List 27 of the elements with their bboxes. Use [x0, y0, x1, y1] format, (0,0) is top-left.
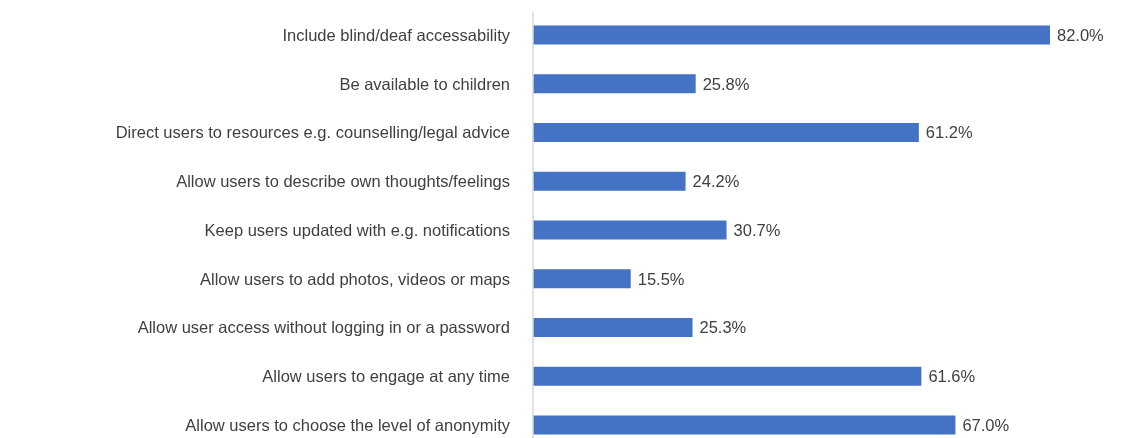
- data-label: 82.0%: [1057, 25, 1105, 44]
- data-label: 30.7%: [733, 220, 781, 239]
- y-tick-label: Allow users to engage at any time: [262, 367, 510, 386]
- y-tick-label: Allow user access without logging in or a password: [137, 318, 510, 337]
- data-label: 15.5%: [637, 269, 685, 288]
- y-tick-label: Keep users updated with e.g. notifications: [204, 220, 510, 239]
- bar: [533, 171, 686, 191]
- data-label: 25.8%: [702, 74, 750, 93]
- bar: [533, 415, 956, 435]
- y-tick-label: Allow users to describe own thoughts/feelings: [176, 172, 510, 191]
- bar: [533, 318, 693, 337]
- y-tick-label: Include blind/deaf accessability: [282, 25, 511, 44]
- data-label: 25.3%: [699, 318, 747, 337]
- bar: [533, 269, 631, 289]
- data-label: 67.0%: [962, 415, 1010, 434]
- data-label: 61.2%: [925, 123, 973, 142]
- y-tick-label: Allow users to add photos, videos or maps: [200, 269, 510, 288]
- y-tick-label: Direct users to resources e.g. counselling/legal advice: [115, 123, 510, 142]
- data-label: 24.2%: [692, 172, 740, 191]
- bar: [533, 366, 922, 386]
- y-tick-label: Allow users to choose the level of anonymity: [185, 415, 511, 434]
- y-tick-label: Be available to children: [339, 74, 510, 93]
- bar: [533, 123, 919, 142]
- data-label: 61.6%: [928, 367, 976, 386]
- bar: [533, 74, 696, 94]
- bar: [533, 220, 727, 240]
- bar: [533, 25, 1050, 45]
